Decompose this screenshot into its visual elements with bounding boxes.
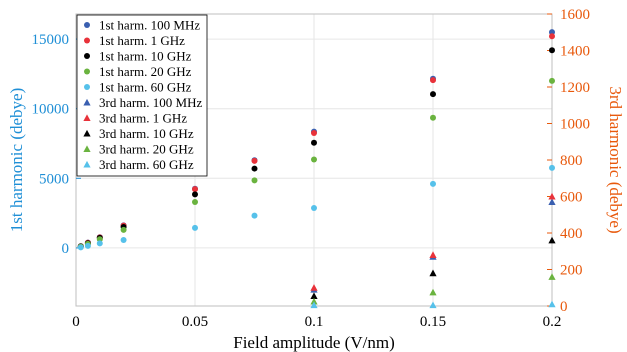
data-points (77, 29, 556, 309)
data-point-triangle (548, 192, 556, 200)
data-point-circle (251, 157, 258, 164)
data-point-circle (84, 242, 91, 249)
legend-marker (83, 98, 91, 106)
data-point-circle (549, 29, 555, 36)
y-left-tick-label: 0 (62, 241, 70, 257)
y-axis-right-title: 3rd harmonic (debye) (606, 86, 625, 233)
legend-entry: 1st harm. 100 MHz (99, 18, 200, 33)
data-point-circle (251, 165, 258, 172)
data-point-triangle (548, 236, 556, 244)
x-tick-label: 0.2 (543, 314, 562, 330)
legend-marker (83, 114, 91, 122)
y-axis-left-title: 1st harmonic (debye) (7, 88, 26, 232)
data-point-triangle (429, 269, 437, 277)
series-group (310, 300, 556, 309)
data-point-circle (311, 139, 317, 146)
legend-box (76, 14, 208, 177)
series-group (310, 236, 556, 300)
data-point-circle (251, 212, 258, 219)
x-tick-label: 0.15 (420, 314, 446, 330)
y-right-tick-label: 1200 (560, 80, 590, 96)
data-point-circle (192, 191, 198, 198)
data-point-triangle (310, 284, 318, 291)
data-point-triangle (429, 301, 437, 309)
data-point-circle (96, 240, 103, 247)
data-point-circle (549, 33, 555, 40)
data-point-triangle (310, 292, 318, 300)
data-point-circle (192, 198, 198, 205)
data-point-circle (430, 180, 436, 187)
x-tick-label: 0 (72, 314, 80, 330)
legend-marker (84, 53, 90, 59)
legend-entry: 3rd harm. 20 GHz (99, 142, 194, 157)
y-right-tick-label: 1000 (560, 117, 590, 133)
data-point-triangle (429, 251, 437, 258)
series-group (310, 192, 556, 291)
y-right-tick-label: 400 (560, 226, 583, 242)
data-point-circle (311, 204, 317, 211)
x-tick-label: 0.05 (182, 314, 208, 330)
data-point-circle (192, 186, 198, 193)
y-right-tick-label: 0 (560, 299, 568, 315)
data-point-circle (192, 224, 198, 231)
legend-entry: 3rd harm. 1 GHz (99, 111, 187, 126)
legend-marker (84, 68, 90, 75)
legend-entry: 1st harm. 1 GHz (99, 33, 185, 48)
legend-marker (84, 22, 90, 28)
data-point-triangle (548, 273, 556, 280)
data-point-circle (430, 77, 436, 84)
data-point-circle (549, 164, 555, 171)
data-point-triangle (548, 198, 556, 206)
data-point-triangle (429, 288, 437, 296)
legend-marker (83, 129, 91, 137)
legend-entry: 3rd harm. 60 GHz (99, 157, 194, 172)
data-point-circle (251, 177, 258, 184)
data-point-circle (120, 236, 127, 243)
y-right-tick-label: 200 (560, 263, 583, 279)
data-point-triangle (548, 300, 556, 308)
data-point-circle (549, 47, 555, 54)
data-point-triangle (310, 297, 318, 305)
series-group (77, 164, 555, 251)
data-point-circle (120, 226, 127, 233)
x-tick-label: 0.1 (305, 314, 324, 330)
y-right-tick-label: 1600 (560, 7, 590, 23)
data-point-circle (77, 244, 84, 251)
series-group (310, 273, 556, 305)
legend-entry: 3rd harm. 100 MHz (99, 95, 202, 110)
data-point-circle (430, 91, 436, 98)
legend-entry: 3rd harm. 10 GHz (99, 126, 194, 141)
legend-entry: 1st harm. 10 GHz (99, 49, 192, 64)
legend-marker (84, 84, 90, 90)
data-point-circle (311, 130, 317, 137)
data-point-circle (311, 156, 317, 163)
y-left-tick-label: 15000 (32, 32, 70, 48)
axis-ticks: 0 0.05 0.1 0.15 0.20500010000150000200400600… (32, 7, 591, 330)
legend-marker (83, 145, 91, 153)
legend-marker (84, 37, 90, 44)
legend-marker (83, 160, 91, 168)
legend-entry: 1st harm. 20 GHz (99, 64, 192, 79)
y-left-tick-label: 10000 (32, 102, 70, 118)
y-left-tick-label: 5000 (39, 171, 69, 187)
y-right-tick-label: 800 (560, 153, 583, 169)
y-right-tick-label: 600 (560, 190, 583, 206)
y-right-tick-label: 1400 (560, 44, 590, 60)
x-axis-title: Field amplitude (V/nm) (233, 333, 394, 352)
data-point-circle (549, 77, 555, 84)
data-point-circle (430, 114, 436, 121)
data-point-triangle (310, 301, 318, 309)
legend-entry: 1st harm. 60 GHz (99, 80, 192, 95)
